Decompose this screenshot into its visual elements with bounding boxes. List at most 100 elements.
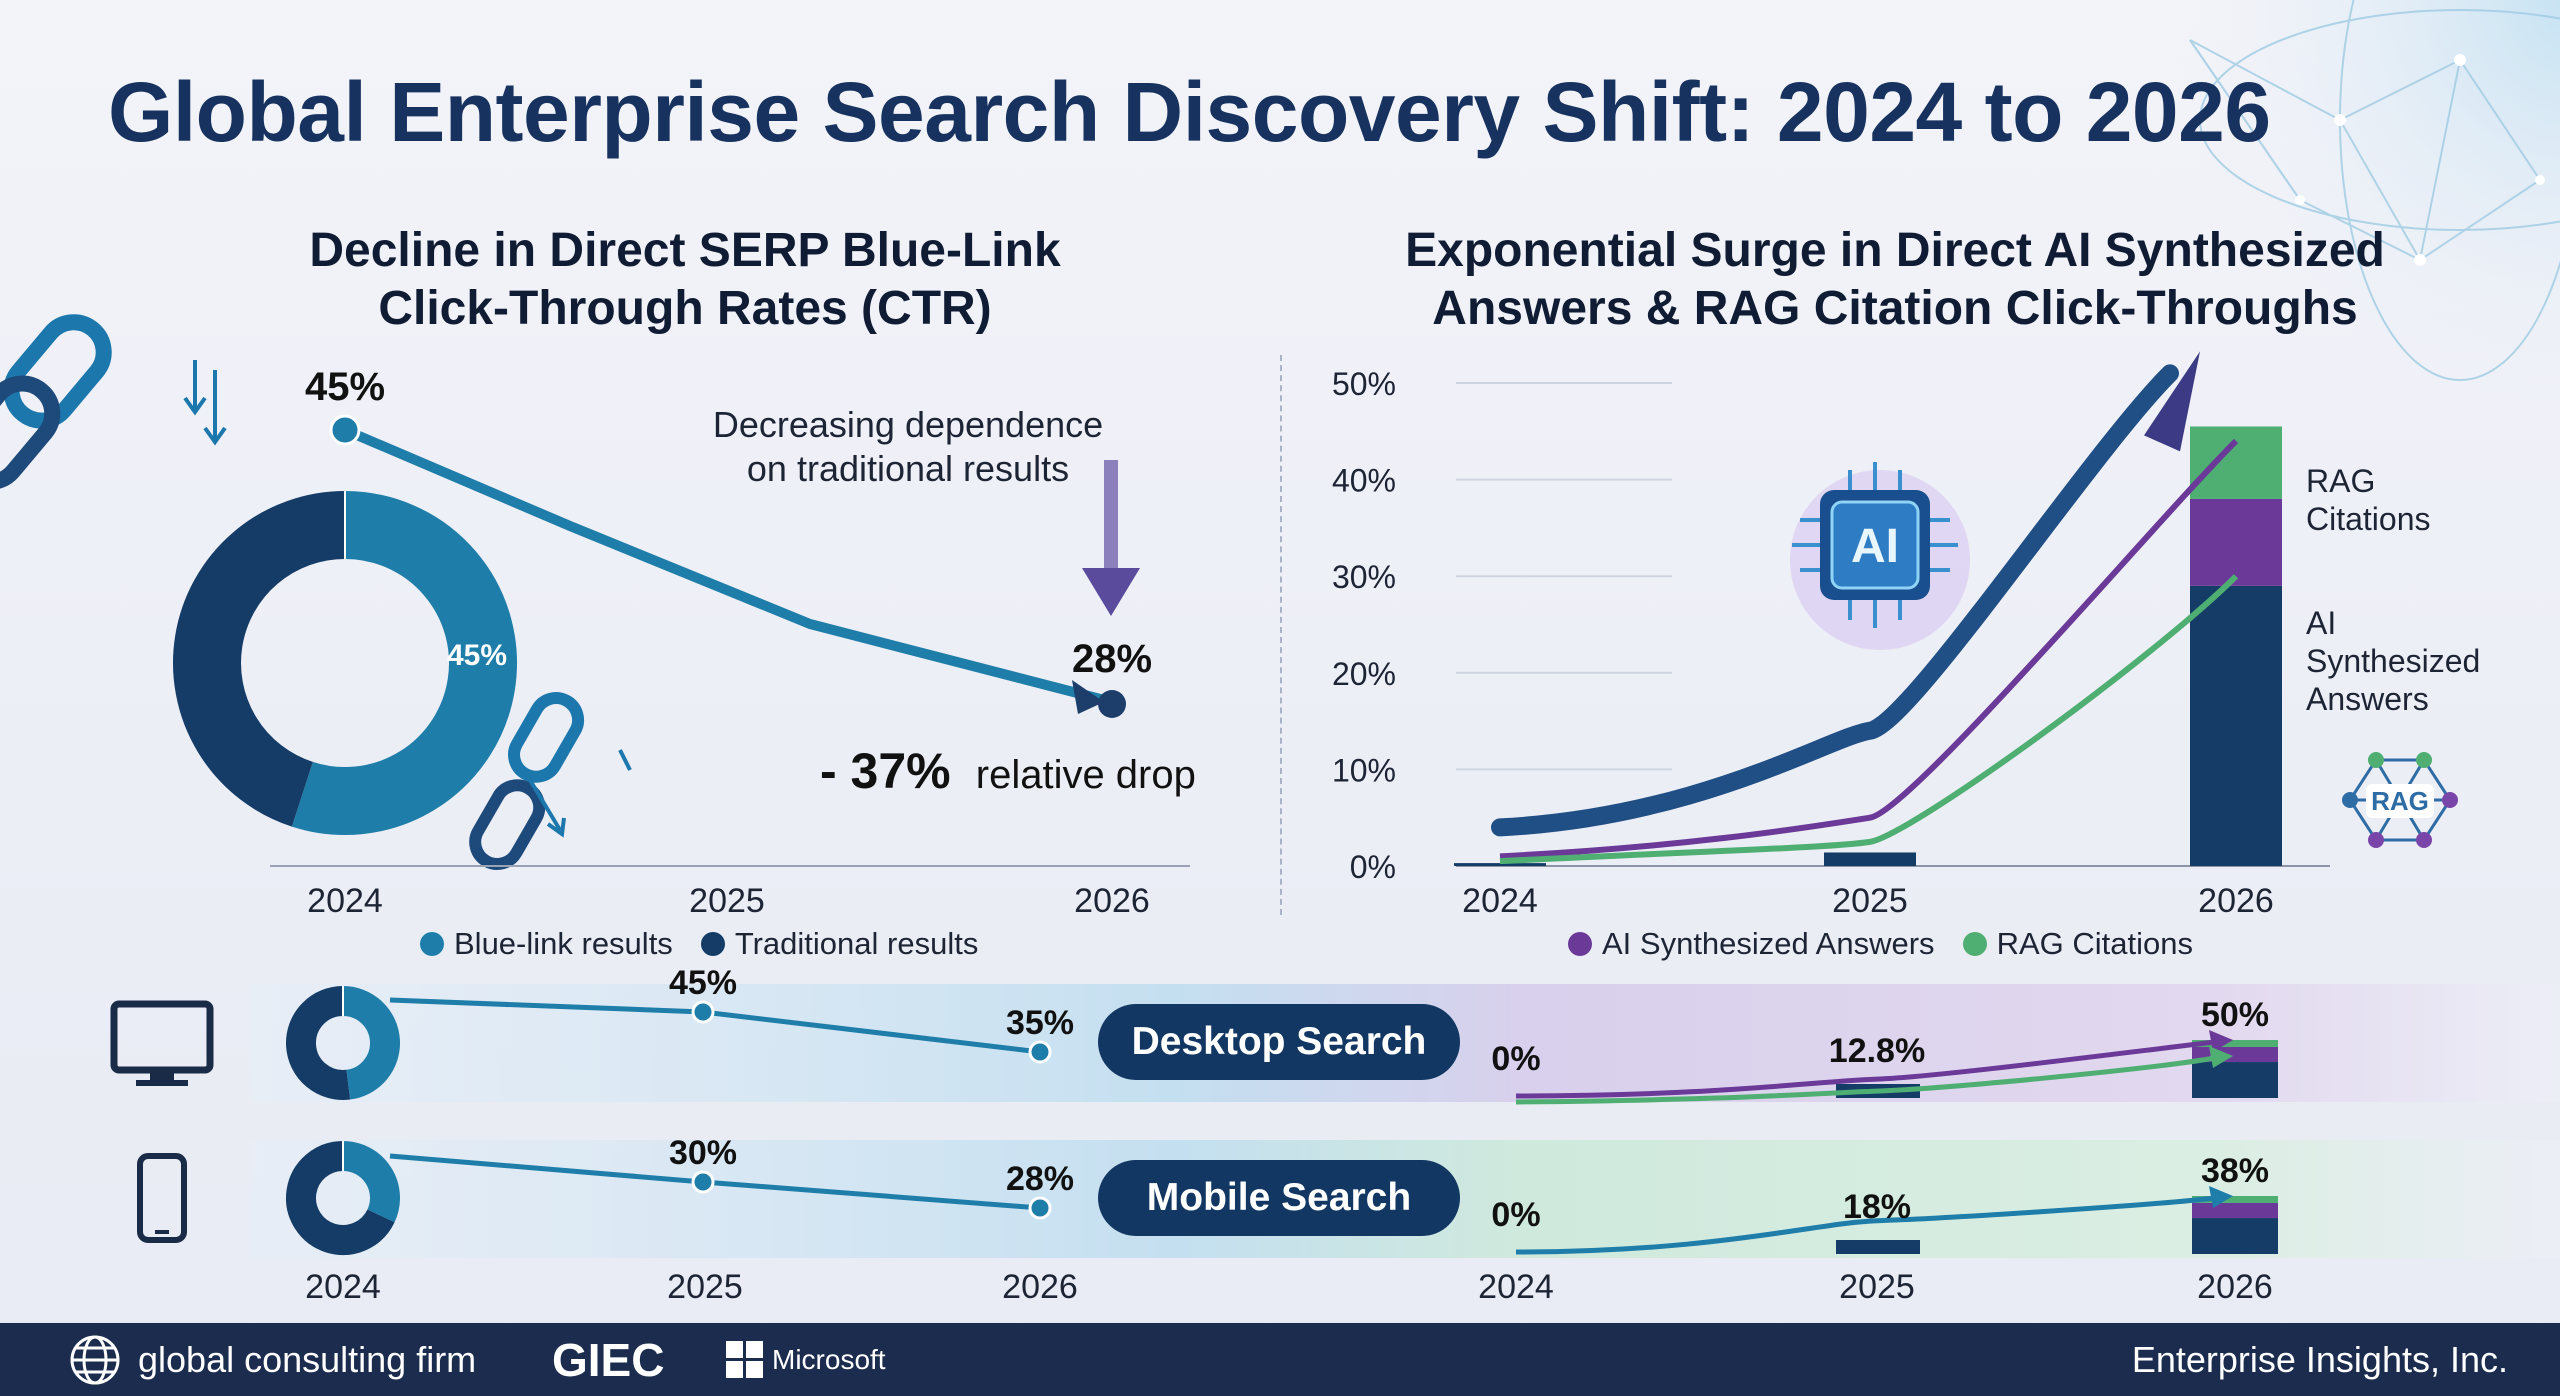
stack-label-rag: RAG Citations	[2306, 463, 2431, 537]
rag-network-icon	[2342, 752, 2458, 848]
legend-dot-rag	[1962, 932, 1987, 956]
rag-badge: RAG	[2371, 786, 2429, 816]
stack-label-ai: AI Synthesized Answers	[2306, 605, 2489, 717]
footer-right: Enterprise Insights, Inc.	[2131, 1338, 2508, 1380]
left-donut-chart	[173, 491, 517, 835]
mobile-ai-arrow	[2209, 1186, 2233, 1208]
mobile-donut-slice-0	[342, 1141, 400, 1223]
mobile-blue-point-2	[1028, 1196, 1052, 1220]
footer-microsoft-text: Microsoft	[772, 1343, 886, 1375]
x-tick-2025: 2025	[689, 882, 765, 920]
left-trend-arrow	[1072, 680, 1104, 714]
left-chart-title-line2: Click-Through Rates (CTR)	[378, 282, 992, 335]
y-tick-30: 30%	[1332, 559, 1396, 595]
stack-label-ai-l3: Answers	[2306, 681, 2429, 717]
right-chart-title-line2: Answers & RAG Citation Click-Throughs	[1432, 282, 2358, 335]
microsoft-logo-icon	[726, 1340, 763, 1378]
right-x-ticks: 2024 2025 2026	[1462, 882, 2274, 920]
mobile-ai-label-2: 38%	[2201, 1152, 2269, 1190]
point-2024	[329, 414, 361, 446]
desktop-bar-2026-top	[2192, 1040, 2278, 1047]
mobile-blue-label-1: 30%	[669, 1134, 737, 1172]
annotation-line2: on traditional results	[747, 448, 1069, 489]
stack-label-rag-l1: RAG	[2306, 463, 2375, 499]
point-2026	[1098, 690, 1126, 718]
desktop-blue-label-2: 35%	[1006, 1004, 1074, 1042]
bar-ai-2024	[1454, 863, 1546, 866]
overall-trend-arrowhead	[2144, 351, 2200, 452]
mobile-bar-2026-top	[2192, 1196, 2278, 1203]
desktop-bar-2026-base	[2192, 1062, 2278, 1098]
annotation-line1: Decreasing dependence	[713, 404, 1103, 445]
bar-rag-2026	[2190, 426, 2282, 499]
mobile-ai-line	[1515, 1195, 2216, 1255]
left-trend-line	[343, 425, 1114, 707]
legend-ai: AI Synthesized Answers	[1602, 926, 1935, 961]
drop-caption: relative drop	[976, 753, 1196, 797]
x-tick-2024: 2024	[1462, 882, 1538, 920]
globe-decoration	[2160, 0, 2560, 420]
footer-firm-text: global consulting firm	[138, 1338, 477, 1380]
mobile-blue-label-2: 28%	[1006, 1160, 1074, 1198]
desktop-icon	[110, 1000, 214, 1086]
footer: global consulting firm GIEC Microsoft En…	[0, 1323, 2560, 1396]
right-y-ticks: 0% 10% 20% 30% 40% 50%	[1332, 366, 1396, 885]
legend-dot-blue-link	[420, 932, 444, 956]
left-x-ticks: 2024 2025 2026	[307, 882, 1150, 920]
row-x-tick-right-2025: 2025	[1839, 1268, 1915, 1306]
mobile-donut	[286, 1141, 400, 1255]
mobile-bar-2026-mid	[2192, 1202, 2278, 1219]
stack-label-rag-l2: Citations	[2306, 501, 2431, 537]
arrow-down-icon	[183, 360, 227, 446]
mobile-bar-2026-base	[2192, 1218, 2278, 1254]
ai-badge: AI	[1851, 520, 1899, 573]
mobile-bar-2025	[1836, 1240, 1920, 1254]
desktop-donut-slice-1	[286, 986, 351, 1100]
desktop-ai-label-2: 50%	[2201, 996, 2269, 1034]
footer-logo-microsoft: Microsoft	[726, 1340, 886, 1379]
desktop-ai-line	[1515, 1039, 2216, 1099]
row-x-ticks: 2024 2025 2026 2024 2025 2026	[305, 1268, 2273, 1306]
ai-chip-icon: AI	[1790, 462, 1970, 650]
desktop-blue-point-1	[691, 1000, 715, 1024]
panel-divider	[1280, 355, 1282, 915]
line-ai-answers	[1499, 438, 2239, 860]
right-chart-title-line1: Exponential Surge in Direct AI Synthesiz…	[1405, 224, 2385, 277]
desktop-search-label: Desktop Search	[1098, 1004, 1460, 1080]
bar-ai-2026	[2190, 585, 2282, 866]
y-tick-20: 20%	[1332, 656, 1396, 692]
legend-blue-link: Blue-link results	[454, 926, 673, 961]
right-legend: AI Synthesized Answers RAG Citations	[1568, 926, 2193, 962]
right-bars	[1454, 426, 2282, 866]
desktop-donut	[286, 986, 400, 1100]
right-chart-title: Exponential Surge in Direct AI Synthesiz…	[1340, 222, 2450, 338]
desktop-rag-line	[1515, 1055, 2216, 1105]
mobile-icon	[137, 1153, 187, 1243]
mobile-ai-label-1: 18%	[1843, 1188, 1911, 1226]
overall-trend-arrow	[1491, 364, 2179, 837]
left-legend: Blue-link results Traditional results	[420, 926, 978, 962]
footer-firm: global consulting firm	[68, 1333, 476, 1387]
stack-label-ai-l1: AI	[2306, 605, 2336, 641]
mobile-donut-slice-1	[286, 1141, 395, 1255]
legend-dot-ai	[1568, 932, 1592, 956]
bar-ai-2025	[1824, 852, 1916, 866]
desktop-blue-label-1: 45%	[669, 964, 737, 1002]
stack-label-ai-l2: Synthesized	[2306, 643, 2480, 679]
left-chart-title: Decline in Direct SERP Blue-Link Click-T…	[270, 222, 1100, 338]
row-x-tick-left-2026: 2026	[1002, 1268, 1078, 1306]
left-donut-slice-0	[291, 491, 517, 835]
bar-mid-2026	[2190, 498, 2282, 586]
globe-icon	[70, 1335, 120, 1384]
y-tick-0: 0%	[1350, 849, 1396, 885]
page-title: Global Enterprise Search Discovery Shift…	[108, 65, 2271, 159]
left-donut-slice-1	[173, 491, 346, 827]
x-tick-2026: 2026	[2198, 882, 2274, 920]
y-tick-50: 50%	[1332, 366, 1396, 402]
desktop-blue-point-2	[1028, 1040, 1052, 1064]
row-x-tick-left-2024: 2024	[305, 1268, 381, 1306]
desktop-donut-slice-0	[342, 986, 400, 1100]
value-label-2024: 45%	[305, 365, 385, 409]
right-line-series	[1491, 351, 2239, 865]
